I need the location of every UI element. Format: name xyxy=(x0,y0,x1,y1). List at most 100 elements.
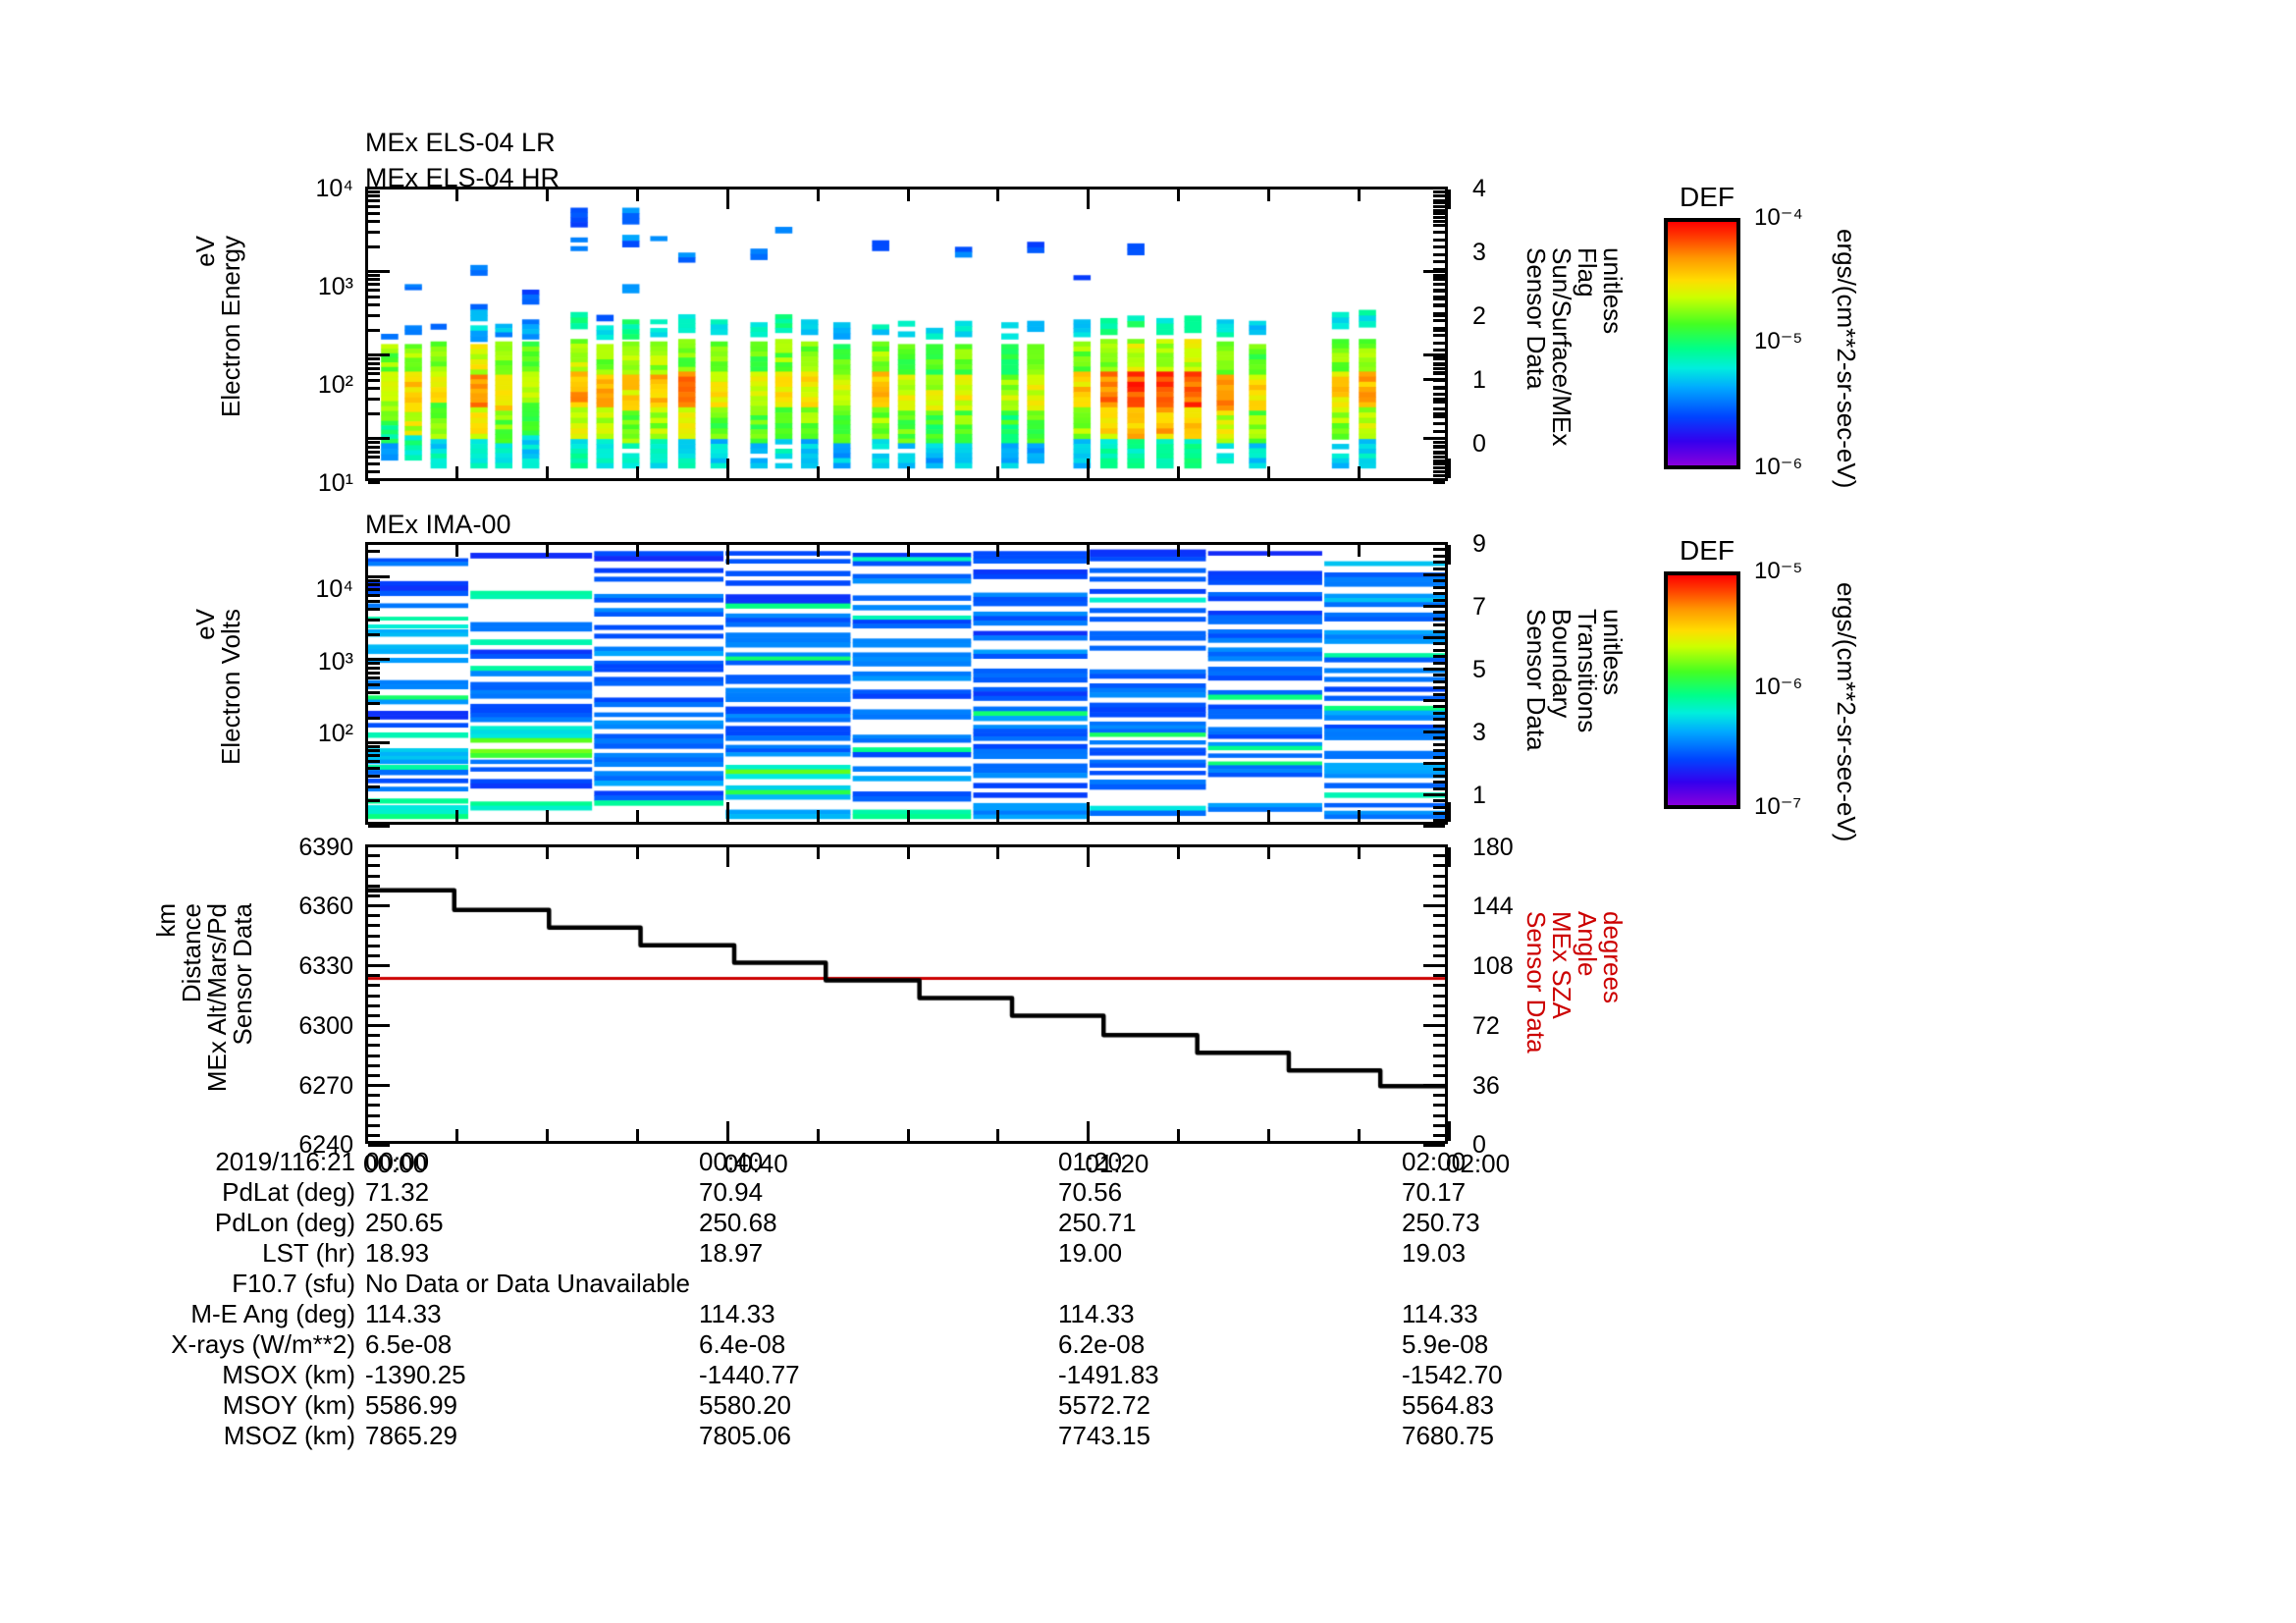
els-ytick-mark xyxy=(368,303,380,307)
els-y2tick-mark xyxy=(1433,466,1445,469)
els-y2tick-mark xyxy=(1433,473,1445,477)
ima-ytick-mark xyxy=(368,676,380,680)
ima-y2tick-mark xyxy=(1433,736,1445,740)
sza-y2tick-mark xyxy=(1433,884,1445,888)
els-y2tick-mark xyxy=(1423,378,1445,381)
els-xtick-bottom xyxy=(635,466,639,478)
alt-ytick-mark xyxy=(368,1024,390,1027)
ima-spectrogram-panel[interactable] xyxy=(365,542,1448,825)
colorbar-ima-mid-label: 10⁻⁶ xyxy=(1754,674,1803,700)
ima-ytick-mark xyxy=(368,600,380,604)
alt-ytick-mark xyxy=(368,904,390,907)
alt-xtick-top xyxy=(454,847,458,859)
table-row-label: MSOY (km) xyxy=(222,1390,355,1420)
alt-ytick-mark xyxy=(368,1073,380,1077)
table-cell: 5586.99 xyxy=(365,1390,457,1420)
els-ytick-mark xyxy=(368,366,380,370)
els-y2tick-mark xyxy=(1433,444,1445,448)
els-y2tick-0: 0 xyxy=(1472,430,1486,458)
alt-xtick-bottom xyxy=(1358,1129,1362,1141)
els-y2tick-mark xyxy=(1433,370,1445,374)
alt-y-axis-label: km Distance MEx Alt/Mars/Pd Sensor Data xyxy=(151,903,257,1092)
ima-y2tick-mark xyxy=(1423,542,1445,545)
colorbar-els-gradient xyxy=(1668,222,1736,465)
els-ytick-mark-right xyxy=(1433,366,1445,370)
ima-ytick-mark xyxy=(368,799,380,803)
table-cell: 114.33 xyxy=(1058,1299,1135,1328)
alt-ytick-mark xyxy=(368,884,380,888)
sza-y2tick-180: 180 xyxy=(1472,834,1514,861)
sza-y2tick-mark xyxy=(1433,924,1445,928)
sza-y2tick-mark xyxy=(1423,1144,1445,1147)
els-y2tick-mark xyxy=(1433,201,1445,204)
alt-ytick-mark xyxy=(368,1104,380,1108)
els-ytick-mark xyxy=(368,470,380,474)
els-y2tick-mark xyxy=(1433,414,1445,418)
table-row-label: MSOX (km) xyxy=(222,1360,355,1389)
sza-y2-axis-label: Sensor Data MEx SZA Angle degrees xyxy=(1522,911,1628,1054)
table-cell: 114.33 xyxy=(365,1299,442,1328)
ima-y2tick-mark xyxy=(1433,674,1445,677)
alt-ytick-6300: 6300 xyxy=(298,1012,353,1040)
els-y2tick-mark xyxy=(1433,355,1445,359)
table-cell: 70.17 xyxy=(1402,1177,1467,1207)
ima-y2tick-mark xyxy=(1433,692,1445,696)
alt-xtick-bottom xyxy=(1177,1129,1181,1141)
ima-y2tick-mark xyxy=(1423,605,1445,608)
els-y2tick-2: 2 xyxy=(1472,302,1486,330)
els-ytick-mark-right xyxy=(1433,411,1445,415)
els-ytick-mark xyxy=(368,313,380,317)
ima-ytick-mark xyxy=(368,760,380,764)
els-spectrogram-panel[interactable] xyxy=(365,187,1448,481)
ima-y2-axis-label-line1: Sensor Data xyxy=(1522,609,1551,751)
altitude-sza-panel[interactable] xyxy=(365,844,1448,1144)
alt-ytick-mark xyxy=(368,944,380,947)
sza-y2tick-mark xyxy=(1433,1133,1445,1137)
ima-y-axis-label: eV Electron Volts xyxy=(190,609,245,765)
els-ytick-mark-right xyxy=(1433,219,1445,223)
els-ytick-mark-right xyxy=(1433,211,1445,215)
alt-xtick-top xyxy=(635,847,639,859)
ima-ytick-3: 10³ xyxy=(317,648,353,676)
altitude-line-canvas xyxy=(368,847,1445,1141)
table-row: PdLat (deg) 71.32 70.94 70.56 70.17 xyxy=(0,1177,1531,1208)
sza-y2tick-0: 0 xyxy=(1472,1131,1486,1159)
ima-y2tick-mark xyxy=(1433,554,1445,558)
alt-ytick-mark xyxy=(368,914,380,918)
els-ytick-mark xyxy=(368,244,380,248)
els-ytick-mark xyxy=(368,189,380,193)
alt-xtick-top xyxy=(906,847,910,859)
ima-y2tick-mark xyxy=(1433,749,1445,753)
sza-y2tick-mark xyxy=(1433,984,1445,988)
sza-y2tick-mark xyxy=(1433,1034,1445,1038)
colorbar-els-unit-text: ergs/(cm**2-sr-sec-eV) xyxy=(1832,229,1861,489)
els-y2tick-mark xyxy=(1423,187,1445,189)
els-y2tick-mark xyxy=(1433,231,1445,234)
ima-y2tick-9: 9 xyxy=(1472,530,1486,558)
alt-xtick-top xyxy=(545,847,549,859)
els-title-lr: MEx ELS-04 LR xyxy=(365,128,556,157)
ima-xtick-top xyxy=(906,545,910,557)
ima-ytick-mark xyxy=(368,683,380,686)
alt-ytick-mark xyxy=(368,1113,380,1117)
ima-y2tick-mark xyxy=(1433,818,1445,822)
sza-y2tick-mark xyxy=(1433,974,1445,978)
alt-y-axis-label-line4: km xyxy=(151,903,181,938)
ima-ytick-mark xyxy=(368,587,380,591)
els-ytick-mark xyxy=(368,481,380,484)
ima-y2tick-1: 1 xyxy=(1472,782,1486,809)
alt-ytick-mark xyxy=(368,1133,380,1137)
els-y2tick-mark xyxy=(1433,252,1445,256)
els-ytick-mark xyxy=(368,187,390,189)
sza-y2tick-108: 108 xyxy=(1472,952,1514,980)
ima-ytick-4: 10⁴ xyxy=(315,575,353,603)
els-y2tick-mark xyxy=(1433,290,1445,293)
table-row-label: MSOZ (km) xyxy=(223,1421,355,1450)
els-ytick-mark-right xyxy=(1433,204,1445,208)
els-spectrogram-canvas xyxy=(368,189,1445,478)
els-y2tick-4: 4 xyxy=(1472,175,1486,202)
ima-y2tick-mark xyxy=(1433,755,1445,759)
els-ytick-1: 10¹ xyxy=(317,469,353,497)
alt-ytick-mark xyxy=(368,1034,380,1038)
table-cell: 250.71 xyxy=(1058,1208,1137,1237)
